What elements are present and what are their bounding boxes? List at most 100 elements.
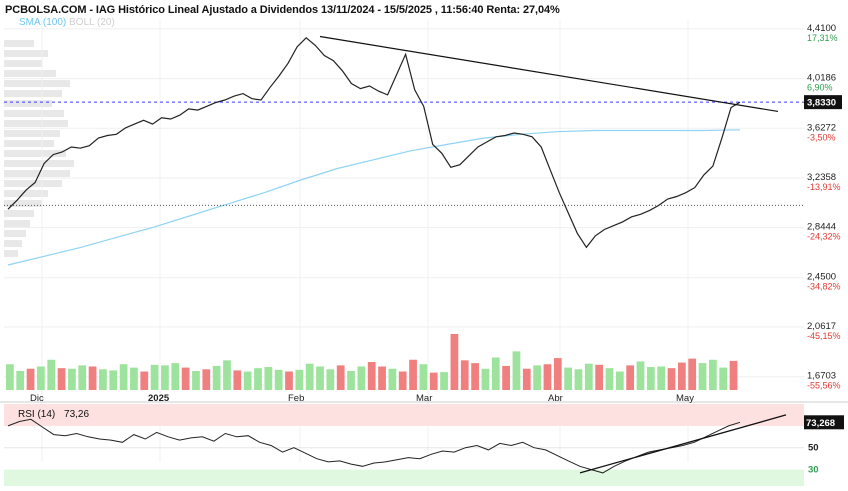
volume-profile-bar — [4, 90, 62, 97]
volume-bar — [533, 365, 541, 390]
boll-legend-label[interactable]: BOLL (20) — [69, 17, 115, 28]
volume-bar — [698, 363, 707, 390]
volume-bar — [677, 362, 686, 390]
volume-bar — [502, 365, 510, 390]
rsi-level-label: 30 — [808, 465, 819, 476]
volume-bar — [6, 364, 14, 390]
volume-bar — [274, 369, 283, 390]
volume-bar — [605, 368, 614, 390]
volume-bar — [646, 367, 655, 390]
x-tick-label: Abr — [548, 393, 563, 404]
volume-bar — [615, 371, 624, 390]
volume-bar — [491, 357, 500, 390]
volume-bar — [295, 369, 304, 390]
sma-legend-label[interactable]: SMA (100) — [19, 17, 67, 28]
volume-profile-bar — [4, 250, 18, 257]
volume-bar — [626, 365, 635, 390]
x-tick-label: Mar — [416, 393, 432, 404]
price-tick-label: 3,2358 — [807, 172, 836, 183]
volume-bar — [254, 368, 262, 390]
volume-bar — [202, 369, 211, 390]
x-tick-label: 2025 — [148, 393, 170, 404]
volume-profile-bar — [4, 110, 64, 117]
volume-bar — [243, 371, 252, 390]
volume-bar — [595, 364, 604, 390]
volume-bar — [326, 369, 335, 390]
price-tick-label: 2,8444 — [807, 222, 836, 233]
x-tick-label: May — [676, 393, 694, 404]
volume-bar — [26, 368, 35, 390]
percent-tick-label: -34,82% — [807, 282, 841, 292]
volume-profile-bar — [4, 130, 60, 137]
volume-bar — [553, 358, 562, 390]
current-price-badge-label: 3,8330 — [807, 98, 836, 109]
volume-bar — [460, 360, 469, 390]
volume-profile-bar — [4, 210, 34, 217]
price-line — [7, 36, 741, 249]
volume-bar — [398, 371, 407, 390]
volume-bar — [388, 368, 397, 390]
volume-bar — [161, 365, 169, 390]
volume-bar — [109, 370, 118, 390]
rsi-line — [7, 418, 741, 474]
volume-bar — [729, 360, 738, 390]
volume-bar — [367, 362, 376, 390]
percent-tick-label: -55,56% — [807, 381, 841, 391]
series-lines — [4, 35, 804, 474]
volume-profile-bar — [4, 70, 56, 77]
volume-profile-bar — [4, 190, 48, 197]
percent-tick-label: 6,90% — [807, 83, 833, 93]
rsi-legend: RSI (14) 73,26 — [18, 409, 89, 420]
volume-bar — [471, 363, 479, 390]
volume-bar — [223, 360, 231, 390]
volume-bar — [88, 366, 97, 390]
volume-bar — [37, 366, 45, 390]
percent-tick-label: -13,91% — [807, 182, 841, 192]
rsi-value-badge-label: 73,268 — [806, 418, 835, 429]
volume-bar — [305, 363, 314, 390]
price-trendline — [319, 35, 779, 113]
volume-bar — [119, 364, 128, 390]
percent-tick-label: -45,15% — [807, 331, 841, 341]
volume-bar — [564, 367, 573, 390]
volume-bar — [192, 370, 200, 390]
chart-title: PCBOLSA.COM - IAG Histórico Lineal Ajust… — [5, 4, 560, 16]
volume-bar — [181, 367, 190, 390]
volume-bar — [688, 358, 697, 390]
volume-bar — [419, 364, 428, 390]
volume-bar — [347, 370, 355, 390]
x-tick-label: Dic — [30, 393, 44, 404]
volume-bar — [481, 368, 490, 390]
rsi-trendline — [579, 414, 787, 474]
volume-bar — [99, 369, 107, 390]
rsi-level-label: 50 — [808, 443, 819, 454]
rsi-panel-background — [0, 401, 848, 486]
rsi-value-label: 73,26 — [64, 409, 90, 420]
volume-bar — [450, 334, 459, 390]
volume-bar — [130, 367, 138, 390]
volume-profile-bar — [4, 160, 74, 167]
volume-bar — [636, 361, 645, 390]
volume-profile-bar — [4, 100, 52, 107]
volume-profile-bar — [4, 140, 54, 147]
indicator-legend: SMA (100) BOLL (20) — [19, 17, 115, 28]
volume-bar — [429, 372, 438, 390]
volume-bar — [543, 364, 552, 390]
volume-bar — [47, 359, 56, 390]
volume-bar — [409, 359, 417, 390]
volume-profile-bar — [4, 50, 48, 57]
percent-tick-label: -3,50% — [807, 132, 836, 142]
rsi-overbought-zone — [4, 404, 804, 426]
volume-profile-bar — [4, 150, 66, 157]
volume-bar — [378, 366, 386, 390]
volume-bar — [316, 366, 324, 390]
rsi-value-badge — [804, 415, 844, 430]
volume-bar — [719, 367, 728, 390]
volume-bar — [574, 369, 583, 390]
volume-bar — [150, 364, 159, 390]
volume-profile-bar — [4, 220, 30, 227]
sma-100-line — [7, 129, 741, 266]
x-tick-label: Feb — [288, 393, 304, 404]
